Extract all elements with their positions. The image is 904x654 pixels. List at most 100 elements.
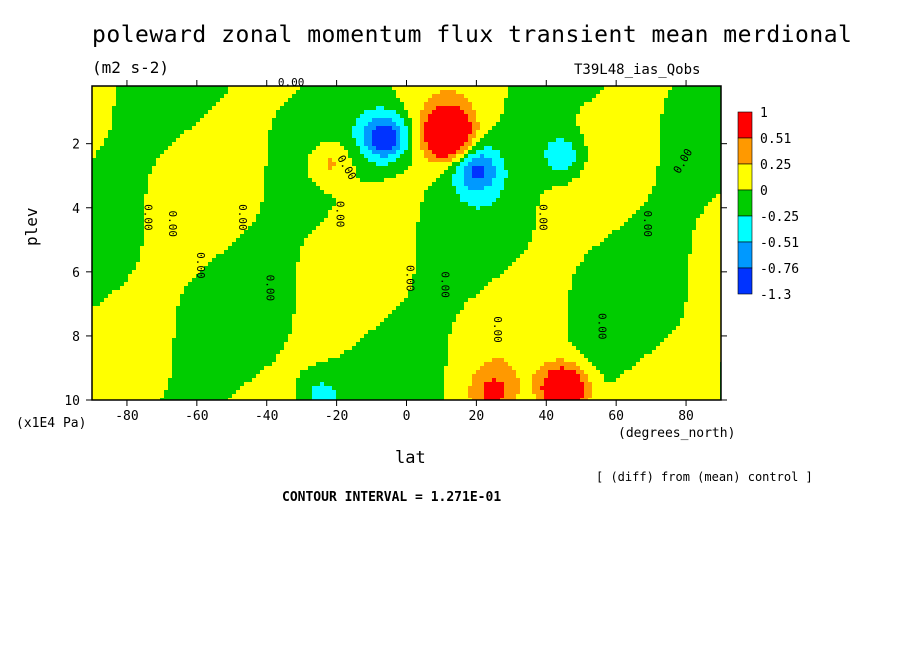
field-cell	[196, 314, 201, 319]
field-cell	[128, 370, 133, 375]
field-cell	[188, 166, 193, 171]
field-cell	[240, 334, 245, 339]
field-cell	[332, 102, 337, 107]
field-cell	[148, 190, 153, 195]
field-cell	[128, 382, 133, 387]
field-cell	[184, 206, 189, 211]
field-cell	[252, 174, 257, 179]
field-cell	[260, 130, 265, 135]
field-cell	[100, 262, 105, 267]
field-cell	[172, 162, 177, 167]
field-cell	[220, 110, 225, 115]
field-cell	[272, 246, 277, 251]
field-cell	[104, 174, 109, 179]
field-cell	[300, 190, 305, 195]
field-cell	[296, 374, 301, 379]
field-cell	[232, 218, 237, 223]
field-cell	[124, 214, 129, 219]
field-cell	[200, 98, 205, 103]
field-cell	[180, 230, 185, 235]
field-cell	[188, 258, 193, 263]
field-cell	[208, 234, 213, 239]
field-cell	[224, 218, 229, 223]
field-cell	[248, 350, 253, 355]
field-cell	[300, 206, 305, 211]
field-cell	[228, 278, 233, 283]
field-cell	[212, 262, 217, 267]
field-cell	[180, 258, 185, 263]
field-cell	[320, 354, 325, 359]
field-cell	[156, 174, 161, 179]
field-cell	[240, 218, 245, 223]
field-cell	[232, 226, 237, 231]
field-cell	[128, 310, 133, 315]
field-cell	[148, 126, 153, 131]
field-cell	[216, 338, 221, 343]
field-cell	[240, 154, 245, 159]
field-cell	[296, 262, 301, 267]
field-cell	[276, 378, 281, 383]
field-cell	[224, 254, 229, 259]
field-cell	[268, 274, 273, 279]
field-cell	[296, 250, 301, 255]
field-cell	[288, 150, 293, 155]
field-cell	[316, 278, 321, 283]
field-cell	[244, 86, 249, 91]
field-cell	[196, 114, 201, 119]
field-cell	[160, 278, 165, 283]
field-cell	[200, 386, 205, 391]
field-cell	[268, 234, 273, 239]
field-cell	[120, 286, 125, 291]
field-cell	[184, 370, 189, 375]
field-cell	[152, 226, 157, 231]
field-cell	[276, 302, 281, 307]
field-cell	[236, 150, 241, 155]
field-cell	[228, 346, 233, 351]
field-cell	[232, 122, 237, 127]
field-cell	[344, 90, 349, 95]
field-cell	[136, 306, 141, 311]
field-cell	[320, 310, 325, 315]
field-cell	[312, 350, 317, 355]
field-cell	[224, 262, 229, 267]
field-cell	[96, 150, 101, 155]
field-cell	[176, 386, 181, 391]
field-cell	[128, 110, 133, 115]
field-cell	[136, 186, 141, 191]
field-cell	[280, 394, 285, 399]
field-cell	[240, 174, 245, 179]
field-cell	[264, 346, 269, 351]
field-cell	[204, 314, 209, 319]
field-cell	[152, 382, 157, 387]
field-cell	[292, 286, 297, 291]
field-cell	[104, 366, 109, 371]
field-cell	[296, 322, 301, 327]
field-cell	[148, 130, 153, 135]
field-cell	[156, 170, 161, 175]
field-cell	[308, 322, 313, 327]
field-cell	[308, 266, 313, 271]
field-cell	[324, 386, 329, 391]
field-cell	[288, 186, 293, 191]
field-cell	[112, 290, 117, 295]
field-cell	[184, 166, 189, 171]
field-cell	[188, 318, 193, 323]
field-cell	[228, 250, 233, 255]
field-cell	[264, 182, 269, 187]
field-cell	[200, 146, 205, 151]
field-cell	[264, 166, 269, 171]
field-cell	[184, 146, 189, 151]
field-cell	[240, 190, 245, 195]
field-cell	[228, 194, 233, 199]
field-cell	[340, 390, 345, 395]
field-cell	[96, 94, 101, 99]
field-cell	[236, 374, 241, 379]
field-cell	[268, 198, 273, 203]
field-cell	[272, 338, 277, 343]
field-cell	[176, 338, 181, 343]
field-cell	[92, 302, 97, 307]
field-cell	[228, 282, 233, 287]
field-cell	[140, 122, 145, 127]
field-cell	[328, 150, 333, 155]
field-cell	[108, 314, 113, 319]
